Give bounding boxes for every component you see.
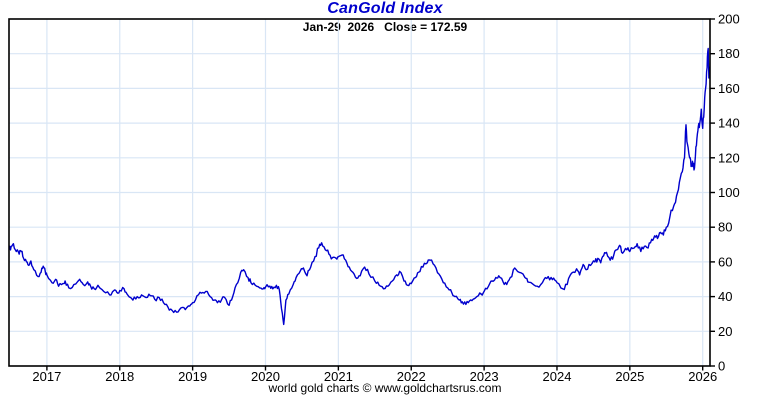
y-axis-tick-label: 60 bbox=[718, 254, 732, 269]
y-axis-tick-label: 120 bbox=[718, 150, 740, 165]
y-axis-tick-label: 100 bbox=[718, 185, 740, 200]
chart-subtitle: Jan-29 2026 Close = 172.59 bbox=[302, 20, 468, 34]
y-axis-tick-label: 40 bbox=[718, 289, 732, 304]
y-axis-tick-label: 200 bbox=[718, 12, 740, 27]
x-axis-tick-label: 2022 bbox=[397, 369, 426, 384]
index-price-line bbox=[9, 47, 710, 326]
y-axis-tick-label: 160 bbox=[718, 81, 740, 96]
y-axis-tick-label: 180 bbox=[718, 46, 740, 61]
copyright-credit: world gold charts © www.goldchartsrus.co… bbox=[268, 381, 502, 395]
y-axis-tick-label: 140 bbox=[718, 116, 740, 131]
x-axis-tick-label: 2025 bbox=[615, 369, 644, 384]
x-axis-tick-label: 2018 bbox=[105, 369, 134, 384]
x-axis-tick-label: 2024 bbox=[543, 369, 572, 384]
x-axis-tick-label: 2021 bbox=[324, 369, 353, 384]
x-axis-tick-label: 2026 bbox=[688, 369, 717, 384]
x-axis-tick-label: 2020 bbox=[251, 369, 280, 384]
y-axis-tick-label: 80 bbox=[718, 220, 732, 235]
page-title: CanGold Index bbox=[327, 0, 443, 17]
x-axis-tick-label: 2017 bbox=[32, 369, 61, 384]
x-axis-tick-label: 2019 bbox=[178, 369, 207, 384]
y-axis-tick-label: 20 bbox=[718, 324, 732, 339]
y-axis-tick-label: 0 bbox=[718, 359, 725, 374]
x-axis-tick-label: 2023 bbox=[470, 369, 499, 384]
